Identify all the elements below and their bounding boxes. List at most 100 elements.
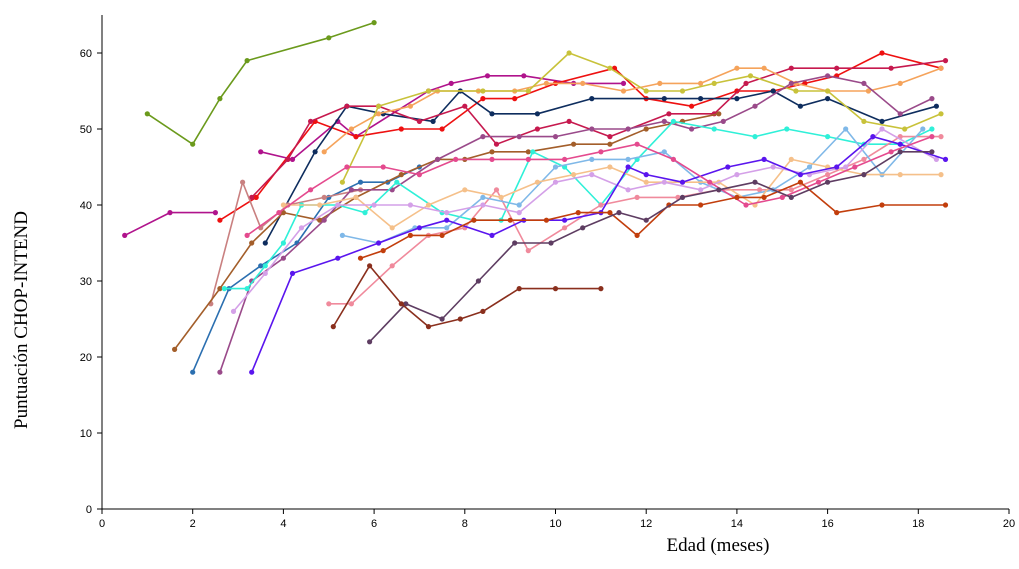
data-point: [326, 35, 332, 41]
data-point: [666, 111, 672, 117]
x-tick-label: 16: [821, 518, 833, 530]
series-line: [360, 181, 946, 259]
data-point: [825, 134, 831, 140]
data-point: [566, 118, 572, 124]
data-point: [530, 149, 536, 155]
x-tick-label: 12: [640, 518, 652, 530]
data-point: [489, 111, 495, 117]
data-point: [752, 134, 758, 140]
data-point: [933, 103, 940, 109]
data-point: [861, 80, 867, 86]
data-point: [825, 179, 831, 185]
data-point: [634, 232, 640, 238]
data-point: [326, 301, 332, 307]
data-point: [571, 172, 577, 178]
data-point: [335, 202, 341, 208]
data-point: [217, 286, 223, 292]
data-point: [938, 65, 944, 71]
data-point: [144, 111, 150, 117]
data-point: [743, 80, 749, 86]
data-point: [280, 210, 286, 216]
data-point: [797, 179, 804, 185]
y-axis-ticks: 0 10 20 30 40 50 60: [80, 48, 102, 516]
data-point: [938, 111, 944, 117]
data-point: [779, 194, 785, 200]
data-point: [190, 141, 196, 147]
data-point: [353, 134, 359, 140]
data-point: [480, 194, 486, 200]
data-point: [897, 141, 903, 147]
series-8: [339, 50, 944, 185]
data-point: [407, 103, 413, 109]
series-group: [122, 20, 949, 375]
series-18: [249, 134, 949, 375]
data-point: [589, 156, 595, 162]
series-line: [341, 52, 942, 183]
data-point: [534, 126, 541, 132]
data-point: [825, 88, 831, 94]
data-point: [734, 172, 740, 178]
data-point: [376, 111, 382, 117]
x-tick-label: 8: [462, 518, 468, 530]
data-point: [516, 134, 522, 140]
data-point: [217, 217, 223, 223]
data-point: [716, 187, 722, 193]
data-point: [861, 172, 867, 178]
y-tick-label: 50: [80, 124, 92, 136]
data-point: [552, 164, 559, 170]
data-point: [398, 126, 404, 132]
data-point: [834, 65, 840, 71]
data-point: [879, 50, 885, 56]
data-point: [507, 217, 513, 223]
data-point: [362, 210, 368, 216]
data-point: [843, 164, 849, 170]
data-point: [475, 278, 481, 284]
x-tick-label: 0: [99, 518, 105, 530]
data-point: [879, 118, 885, 124]
data-point: [861, 118, 867, 124]
data-point: [879, 202, 885, 208]
data-point: [566, 50, 572, 56]
data-point: [752, 103, 758, 109]
data-point: [920, 126, 926, 132]
series-line: [124, 211, 216, 237]
data-point: [425, 88, 432, 94]
x-tick-label: 18: [912, 518, 924, 530]
data-point: [598, 202, 604, 208]
data-point: [353, 194, 359, 200]
data-point: [435, 156, 441, 162]
data-point: [607, 141, 613, 147]
data-point: [416, 172, 422, 178]
data-point: [357, 179, 364, 185]
data-point: [376, 103, 382, 109]
data-point: [167, 210, 173, 216]
data-point: [552, 286, 559, 292]
data-point: [815, 179, 822, 185]
x-tick-label: 20: [1003, 518, 1015, 530]
data-point: [489, 149, 495, 155]
data-point: [444, 225, 450, 231]
data-point: [357, 255, 364, 261]
data-point: [770, 88, 776, 94]
data-point: [679, 88, 686, 94]
data-point: [897, 80, 903, 86]
data-point: [516, 202, 522, 208]
data-point: [625, 187, 631, 193]
data-point: [512, 240, 518, 246]
x-axis-ticks: 0 2 4 6 8 10 12 14 16 18 20: [99, 509, 1015, 530]
data-point: [716, 111, 722, 117]
data-point: [598, 149, 604, 155]
y-tick-label: 10: [80, 428, 92, 440]
y-tick-label: 60: [80, 48, 92, 60]
data-point: [321, 217, 327, 223]
data-point: [258, 263, 264, 269]
data-point: [552, 134, 559, 140]
data-point: [339, 232, 345, 238]
data-point: [444, 217, 450, 223]
series-line: [328, 135, 941, 305]
y-tick-label: 40: [80, 200, 92, 212]
series-line: [173, 113, 719, 350]
data-point: [797, 172, 804, 178]
data-point: [770, 164, 776, 170]
